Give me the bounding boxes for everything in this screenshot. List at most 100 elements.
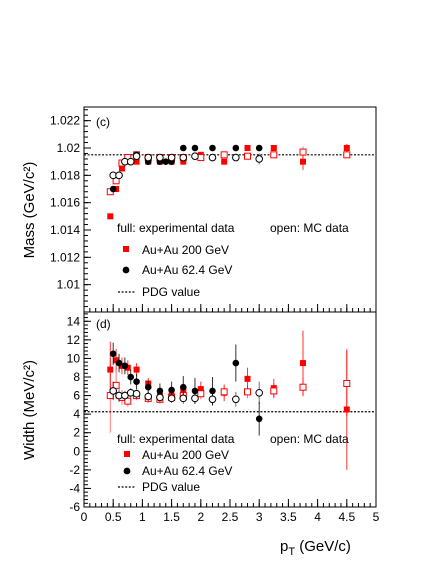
- mass-legend: full: experimental data open: MC data Au…: [117, 221, 349, 299]
- width-y-tick-label: 8: [73, 370, 80, 384]
- x-tick-label: 5: [373, 510, 380, 524]
- width-legend-entry-pdg: PDG value: [142, 480, 200, 494]
- width-legend-note-open: open: MC data: [270, 432, 349, 446]
- width-point-circle-experimental: [232, 359, 240, 367]
- mass-point-circle-experimental: [209, 144, 216, 152]
- width-legend-entry-200: Au+Au 200 GeV: [142, 448, 229, 462]
- width-point-circle-mc: [109, 387, 117, 395]
- width-legend: full: experimental data open: MC data Au…: [117, 432, 349, 494]
- width-y-tick-label: 14: [67, 314, 81, 328]
- width-point-circle-mc: [167, 394, 176, 403]
- width-y-tick-label: 10: [67, 351, 81, 365]
- width-y-tick-label: 12: [67, 333, 81, 347]
- mass-axis-ticks: 1.01 1.012 1.014 1.016 1.018 1.02 1.022: [50, 109, 377, 313]
- mass-y-tick-label: 1.02: [57, 141, 81, 155]
- mass-point-circle-mc: [179, 153, 188, 162]
- width-y-tick-label: -2: [69, 463, 80, 477]
- width-point-circle-experimental: [156, 387, 164, 395]
- width-point-circle-mc: [191, 394, 199, 403]
- x-tick-label: 2: [197, 510, 204, 524]
- mass-point-square-experimental: [270, 145, 277, 151]
- mass-y-tick-label: 1.018: [50, 168, 80, 182]
- width-legend-circle-marker: [123, 467, 131, 475]
- mass-point-square-experimental: [180, 158, 187, 165]
- mass-point-circle-mc: [255, 155, 264, 163]
- mass-point-circle-mc: [232, 153, 240, 162]
- mass-point-circle-mc: [132, 152, 141, 160]
- mass-legend-entry-62: Au+Au 62.4 GeV: [142, 263, 232, 277]
- mass-y-tick-label: 1.014: [50, 223, 80, 237]
- width-point-circle-experimental: [144, 383, 152, 391]
- width-point-square-experimental: [244, 375, 251, 382]
- width-panel: -6 -4 -2 0 2 4 6 8 10 12 14 0 0.5 1 1.5 2 2.5 3 3.5 4 4.5 5 (…: [21, 311, 380, 558]
- mass-legend-note-full: full: experimental data: [117, 221, 235, 235]
- width-point-circle-experimental: [209, 387, 216, 395]
- mass-panel: 1.01 1.012 1.014 1.016 1.018 1.02 1.022 (c) Ma…: [21, 106, 377, 313]
- width-legend-note-full: full: experimental data: [117, 432, 235, 446]
- mass-point-circle-experimental: [232, 144, 240, 152]
- width-point-square-experimental: [113, 357, 120, 364]
- mass-point-square-mc: [299, 148, 307, 156]
- x-tick-label: 1: [139, 510, 146, 524]
- x-axis-title-symbol: p: [280, 538, 288, 555]
- x-axis-title: pT (GeV/c): [280, 538, 351, 558]
- width-point-circle-experimental: [191, 387, 199, 395]
- width-point-square-mc: [270, 387, 278, 395]
- mass-point-square-mc: [220, 151, 228, 159]
- mass-point-circle-mc: [115, 171, 123, 180]
- width-y-tick-label: 4: [73, 407, 80, 421]
- width-axis-ticks: -6 -4 -2 0 2 4 6 8 10 12 14 0 0.5 1 1.5 2 2.5 3 3.5 4 4.5 5: [67, 313, 380, 524]
- width-point-circle-mc: [255, 388, 264, 397]
- mass-point-circle-experimental: [191, 144, 199, 152]
- width-y-tick-label: 2: [73, 426, 80, 440]
- mass-panel-label: (c): [96, 115, 110, 129]
- x-tick-label: 4.5: [338, 510, 355, 524]
- x-tick-label: 2.5: [222, 510, 239, 524]
- mass-point-square-mc: [244, 152, 252, 160]
- width-point-circle-mc: [208, 395, 217, 404]
- width-point-square-experimental: [124, 364, 131, 371]
- mass-point-square-experimental: [343, 145, 350, 151]
- width-legend-entry-62: Au+Au 62.4 GeV: [142, 464, 232, 478]
- mass-y-tick-label: 1.01: [57, 278, 81, 292]
- width-point-square-experimental: [133, 366, 140, 373]
- mass-point-circle-experimental: [162, 158, 170, 165]
- width-point-square-mc: [244, 388, 252, 396]
- x-axis-title-unit: (GeV/c): [295, 538, 351, 555]
- x-tick-label: 1.5: [163, 510, 180, 524]
- x-tick-label: 3.5: [280, 510, 297, 524]
- mass-point-circle-mc: [167, 153, 176, 162]
- width-y-tick-label: 0: [73, 444, 80, 458]
- mass-point-square-mc: [270, 151, 278, 159]
- width-y-tick-label: -6: [69, 500, 80, 514]
- width-point-circle-mc: [156, 393, 164, 402]
- width-point-circle-experimental: [179, 383, 187, 391]
- width-y-axis-title: Width (MeV/c²): [21, 360, 38, 460]
- mass-point-square-mc: [343, 151, 351, 159]
- mass-plot-frame: [83, 106, 377, 313]
- width-point-square-mc: [299, 383, 307, 391]
- mass-point-square-experimental: [133, 158, 140, 165]
- width-point-circle-mc: [232, 395, 240, 404]
- mass-point-circle-mc: [208, 153, 217, 162]
- mass-point-square-mc: [197, 154, 205, 162]
- width-point-square-mc: [197, 390, 205, 398]
- mass-data-points: [106, 143, 351, 220]
- mass-point-circle-mc: [126, 157, 135, 166]
- width-panel-label: (d): [96, 317, 111, 331]
- mass-legend-square-marker: [123, 246, 129, 252]
- width-point-circle-mc: [179, 394, 188, 403]
- x-axis-title-subscript: T: [288, 546, 295, 558]
- mass-point-circle-mc: [156, 153, 164, 162]
- width-point-square-mc: [220, 388, 228, 396]
- width-point-circle-experimental: [255, 415, 263, 423]
- mass-y-tick-label: 1.012: [50, 250, 80, 264]
- mass-point-circle-mc: [191, 152, 199, 160]
- x-tick-label: 0: [81, 510, 88, 524]
- mass-point-square-experimental: [221, 158, 228, 165]
- width-point-circle-experimental: [133, 378, 140, 385]
- width-point-circle-mc: [144, 392, 153, 401]
- mass-point-circle-experimental: [179, 144, 187, 152]
- width-y-tick-label: 6: [73, 389, 80, 403]
- width-point-square-experimental: [300, 360, 306, 367]
